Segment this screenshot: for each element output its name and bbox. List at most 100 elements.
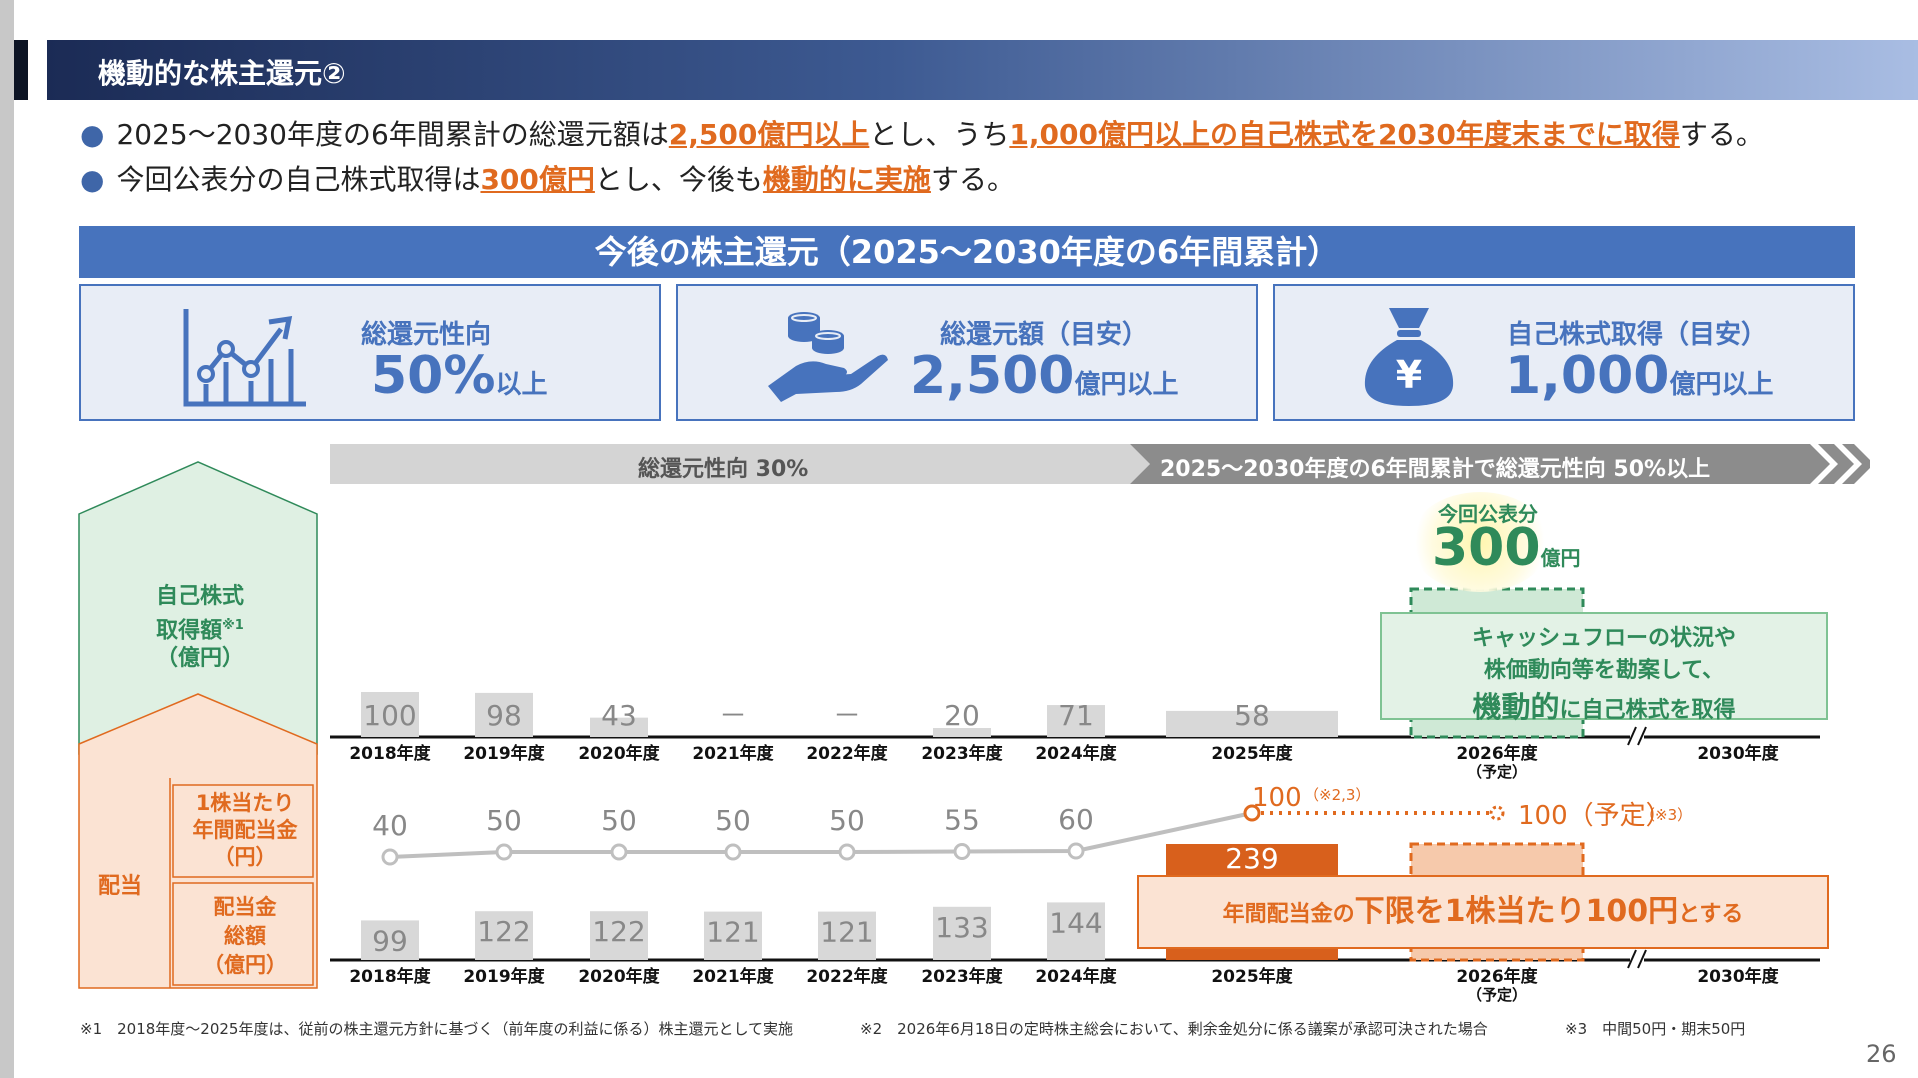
dividend-callout: 年間配当金の下限を1株当たり100円とする <box>1137 875 1829 949</box>
dps-label: 55 <box>944 804 980 837</box>
bullet-1: ● 2025～2030年度の6年間累計の総還元額は2,500億円以上とし、うち1,… <box>80 113 1764 153</box>
bar-buyback <box>1047 705 1105 737</box>
title-bar <box>47 40 1918 100</box>
bar-label-total-dividend: 99 <box>372 924 408 957</box>
bar-label-total-dividend: 144 <box>1049 906 1102 939</box>
card-label: 自己株式取得（目安） <box>1507 320 1768 350</box>
left-label-shapes <box>78 461 318 989</box>
dps-label: 50 <box>829 804 865 837</box>
dps-line <box>389 811 1253 859</box>
card-unit: 億円以上 <box>1074 370 1179 400</box>
card-payout-ratio: 総還元性向 50%以上 <box>79 284 661 421</box>
bar-buyback <box>1166 710 1338 737</box>
dps-label: 50 <box>715 804 751 837</box>
svg-text:¥: ¥ <box>1396 353 1422 397</box>
bullet-text: する。 <box>930 163 1015 196</box>
bar-label-total-dividend: 122 <box>477 915 530 948</box>
card-unit: 以上 <box>495 370 548 400</box>
callout-highlight: 下限を1株当たり100円 <box>1354 894 1679 929</box>
year-label: 2018年度 <box>349 966 431 987</box>
callout-line: 株価動向等を勘案して、 <box>1483 658 1725 683</box>
bar-label-total-dividend: 122 <box>592 915 645 948</box>
card-unit: 億円以上 <box>1669 370 1774 400</box>
year-label: 2018年度 <box>349 743 431 764</box>
bullet-highlight: 1,000億円以上の自己株式を2030年度末までに取得 <box>1009 118 1680 151</box>
bar-buyback <box>475 692 533 737</box>
bar-label-buyback: － <box>719 699 747 732</box>
bar-total-dividend <box>704 911 762 960</box>
year-label: 2025年度 <box>1211 743 1293 764</box>
year-label: 2019年度 <box>463 743 545 764</box>
bar-label-buyback: 43 <box>601 699 637 732</box>
year-label: 2021年度 <box>692 743 774 764</box>
label-total-dividend: 配当金 総額 （億円） <box>203 895 287 977</box>
bar-total-dividend <box>818 911 876 960</box>
coins-hand-icon <box>768 312 888 402</box>
bullet-2: ● 今回公表分の自己株式取得は300億円とし、今後も機動的に実施する。 <box>80 158 1015 198</box>
label-dividend: 配当 <box>98 874 143 899</box>
year-label: 2030年度 <box>1697 966 1779 987</box>
chart-growth-icon <box>183 309 306 407</box>
bar-total-dividend <box>1047 902 1105 960</box>
payout-timeline-arrows <box>330 444 1870 484</box>
bar-total-dividend <box>933 906 991 960</box>
callout-line: とする <box>1678 902 1744 927</box>
bullet-highlight: 2,500億円以上 <box>668 118 870 151</box>
bar-buyback <box>361 692 419 737</box>
year-label: 2024年度 <box>1035 743 1117 764</box>
year-label: 2024年度 <box>1035 966 1117 987</box>
label-buyback: 自己株式 取得額※1 <box>130 582 270 645</box>
card-total-return: 総還元額（目安） 2,500億円以上 <box>676 284 1258 421</box>
bar-label-buyback: 71 <box>1058 699 1094 732</box>
bullet-text: とし、今後も <box>594 163 763 196</box>
card-label: 総還元性向 <box>361 320 492 350</box>
bar-label-buyback: 98 <box>486 699 522 732</box>
title-accent <box>14 40 28 100</box>
dps-point <box>953 843 971 860</box>
bar-label-total-dividend: 133 <box>935 911 988 944</box>
year-label: 2023年度 <box>921 743 1003 764</box>
bullet-text: 2025～2030年度の6年間累計の総還元額は <box>116 118 669 151</box>
year-sublabel: （予定） <box>1467 763 1527 781</box>
label-buyback-text: 自己株式 取得額 <box>155 584 244 644</box>
year-label: 2021年度 <box>692 966 774 987</box>
axis-break-icon <box>1637 726 1647 746</box>
left-edge-bar <box>0 0 14 1078</box>
page-title: 機動的な株主還元② <box>98 57 346 90</box>
year-label: 2022年度 <box>806 966 888 987</box>
card-value: 2,500億円以上 <box>910 346 1179 406</box>
dps-label: 50 <box>486 804 522 837</box>
bar-label-buyback: 58 <box>1234 699 1270 732</box>
bullet-highlight: 300億円 <box>480 163 595 196</box>
callout-line: 年間配当金の <box>1222 902 1355 927</box>
bullet-dot-icon: ● <box>80 163 105 196</box>
year-label: 2026年度 <box>1456 743 1538 764</box>
dps-label: 60 <box>1058 803 1094 836</box>
bar-buyback <box>590 717 648 737</box>
bar-label-total-dividend: 239 <box>1225 842 1278 875</box>
year-label: 2019年度 <box>463 966 545 987</box>
callout-line: に自己株式を取得 <box>1559 698 1736 723</box>
year-label: 2020年度 <box>578 743 660 764</box>
bullet-text: 今回公表分の自己株式取得は <box>116 163 481 196</box>
dps-label: 50 <box>601 804 637 837</box>
footnote-ref: ※1 <box>222 618 244 633</box>
announce-number: 300 <box>1432 518 1541 578</box>
year-label: 2025年度 <box>1211 966 1293 987</box>
section-banner: 今後の株主還元（2025～2030年度の6年間累計） <box>79 226 1855 278</box>
year-sublabel: （予定） <box>1467 986 1527 1004</box>
dps-label: 100（予定） <box>1518 801 1672 831</box>
page-number: 26 <box>1866 1040 1897 1068</box>
year-label: 2023年度 <box>921 966 1003 987</box>
callout-highlight: 機動的 <box>1472 690 1560 724</box>
card-number: 1,000 <box>1505 346 1670 406</box>
announce-label: 今回公表分 <box>1438 502 1538 526</box>
bar-total-dividend <box>361 920 419 960</box>
buyback-callout: キャッシュフローの状況や 株価動向等を勘案して、 機動的に自己株式を取得 <box>1380 612 1828 724</box>
card-buyback: ¥ 自己株式取得（目安） 1,000億円以上 <box>1273 284 1855 421</box>
announce-unit: 億円 <box>1540 546 1581 570</box>
bar-total-dividend <box>475 911 533 960</box>
announce-value: 300億円 <box>1432 518 1581 578</box>
bullet-dot-icon: ● <box>80 118 105 151</box>
bar-label-buyback: － <box>833 699 861 732</box>
